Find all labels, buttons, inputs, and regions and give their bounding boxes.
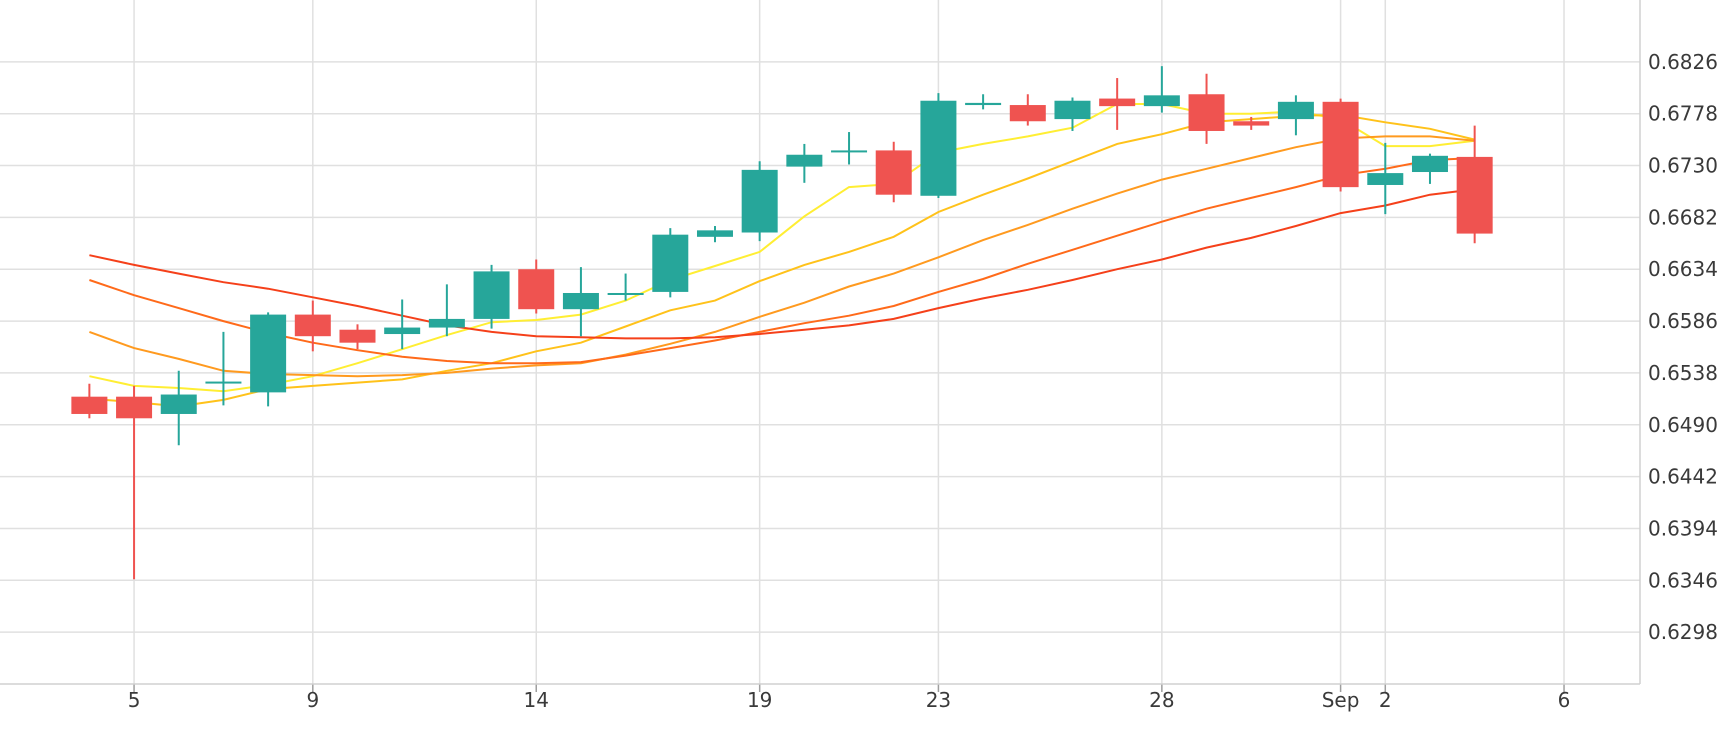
candle-body-down — [71, 396, 108, 414]
x-tick-label: 6 — [1558, 688, 1571, 712]
candle-body-up — [562, 292, 599, 310]
y-tick-label: 0.6730 — [1648, 154, 1718, 178]
x-tick-label: 14 — [524, 688, 549, 712]
x-tick-label: Sep — [1322, 688, 1360, 712]
moving-average-line — [89, 188, 1475, 340]
x-tick-label: 28 — [1149, 688, 1174, 712]
candle-body-up — [250, 314, 287, 393]
candle-body-down — [1009, 105, 1046, 122]
candle-body-up — [1411, 155, 1448, 173]
axes — [0, 0, 1641, 685]
candle-body-up — [428, 318, 465, 328]
candle-body-up — [786, 154, 823, 167]
candle-body-up — [1054, 100, 1091, 120]
y-tick-label: 0.6634 — [1648, 257, 1718, 281]
y-tick-label: 0.6682 — [1648, 205, 1718, 229]
candle-body-down — [1188, 94, 1225, 131]
x-axis-tick-labels: 5 9 14 19 23 28 Sep 2 6 — [128, 688, 1571, 712]
x-tick-label: 9 — [306, 688, 319, 712]
candle-body-up — [205, 381, 242, 384]
candle-body-down — [1456, 156, 1493, 234]
y-tick-label: 0.6346 — [1648, 568, 1718, 592]
candle-body-up — [652, 234, 689, 292]
candle-body-down — [1322, 101, 1359, 188]
candle-body-up — [473, 271, 510, 319]
candle-body-up — [160, 394, 197, 414]
candle-body-up — [1367, 173, 1404, 185]
candle-body-up — [607, 292, 644, 295]
y-tick-label: 0.6778 — [1648, 102, 1718, 126]
y-tick-label: 0.6826 — [1648, 50, 1718, 74]
candle-body-up — [920, 100, 957, 196]
candle-body-down — [875, 150, 912, 195]
moving-average-lines — [89, 103, 1475, 408]
y-tick-label: 0.6538 — [1648, 361, 1718, 385]
candle-body-up — [384, 327, 421, 335]
candle-body-down — [1099, 98, 1136, 107]
moving-average-line — [89, 113, 1475, 408]
x-tick-label: 5 — [128, 688, 141, 712]
candle-body-down — [1233, 121, 1270, 126]
candles — [71, 66, 1493, 580]
moving-average-line — [89, 135, 1475, 378]
candle-body-down — [518, 269, 555, 310]
y-tick-label: 0.6442 — [1648, 465, 1718, 489]
candle-body-up — [1143, 95, 1180, 107]
candle-body-up — [831, 150, 868, 153]
y-tick-label: 0.6394 — [1648, 516, 1718, 540]
candle-body-up — [1277, 101, 1314, 120]
horizontal-gridlines — [0, 61, 1640, 633]
candle-body-up — [741, 169, 778, 233]
x-tick-label: 19 — [747, 688, 772, 712]
moving-average-line — [89, 157, 1475, 365]
x-tick-label: 23 — [926, 688, 951, 712]
y-tick-label: 0.6298 — [1648, 620, 1718, 644]
x-tick-label: 2 — [1379, 688, 1392, 712]
candle-body-down — [339, 329, 376, 343]
candle-body-up — [965, 102, 1002, 106]
y-tick-label: 0.6490 — [1648, 413, 1718, 437]
candle-body-up — [696, 230, 733, 237]
y-tick-label: 0.6586 — [1648, 309, 1718, 333]
moving-average-line — [89, 103, 1475, 393]
y-axis-tick-labels: 0.6826 0.6778 0.6730 0.6682 0.6634 0.6586 0.65… — [1648, 50, 1718, 644]
candle-body-down — [116, 396, 153, 419]
candle-body-down — [294, 314, 331, 337]
